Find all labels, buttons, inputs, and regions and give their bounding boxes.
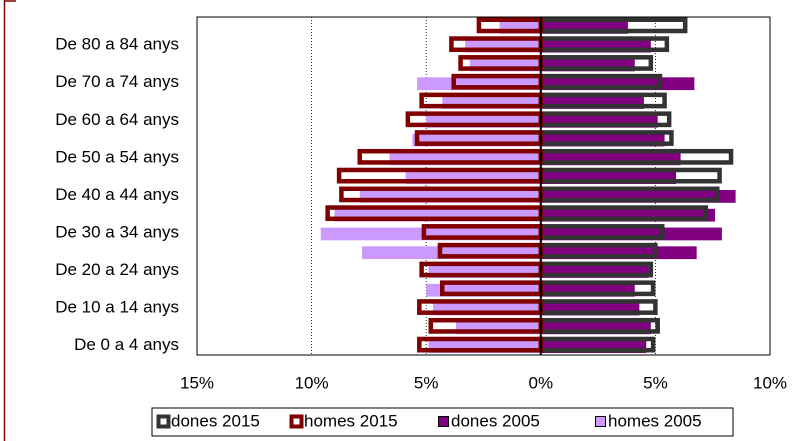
y-tick-label: De 70 a 74 anys bbox=[55, 72, 179, 91]
legend-label: homes 2015 bbox=[304, 411, 398, 430]
x-tick-label: 10% bbox=[295, 373, 329, 392]
x-tick-label: 5% bbox=[643, 373, 668, 392]
legend-label: dones 2015 bbox=[171, 411, 260, 430]
y-tick-label: De 80 a 84 anys bbox=[55, 35, 179, 54]
x-tick-label: 15% bbox=[180, 373, 214, 392]
plot-border bbox=[196, 16, 771, 356]
y-tick-label: De 10 a 14 anys bbox=[55, 298, 179, 317]
legend-swatch bbox=[595, 416, 606, 427]
x-tick-label: 0% bbox=[529, 373, 554, 392]
plot-area: 15% 10% 5% 0% 5% 10% De 0 a 4 anys De 10 a 14 a… bbox=[55, 16, 787, 392]
legend-swatch bbox=[438, 416, 449, 427]
y-tick-label: De 0 a 4 anys bbox=[74, 335, 179, 354]
y-tick-label: De 60 a 64 anys bbox=[55, 110, 179, 129]
x-tick-label: 10% bbox=[753, 373, 787, 392]
legend-swatch-dot bbox=[295, 420, 298, 423]
y-tick-label: De 50 a 54 anys bbox=[55, 147, 179, 166]
legend: dones 2015 homes 2015 dones 2005 homes 2005 bbox=[156, 411, 702, 430]
x-tick-label: 5% bbox=[414, 373, 439, 392]
y-tick-label: De 30 a 34 anys bbox=[55, 222, 179, 241]
legend-swatch-dot bbox=[162, 420, 165, 423]
y-tick-label: De 40 a 44 anys bbox=[55, 185, 179, 204]
legend-label: dones 2005 bbox=[451, 411, 540, 430]
legend-label: homes 2005 bbox=[608, 411, 702, 430]
y-tick-label: De 20 a 24 anys bbox=[55, 260, 179, 279]
